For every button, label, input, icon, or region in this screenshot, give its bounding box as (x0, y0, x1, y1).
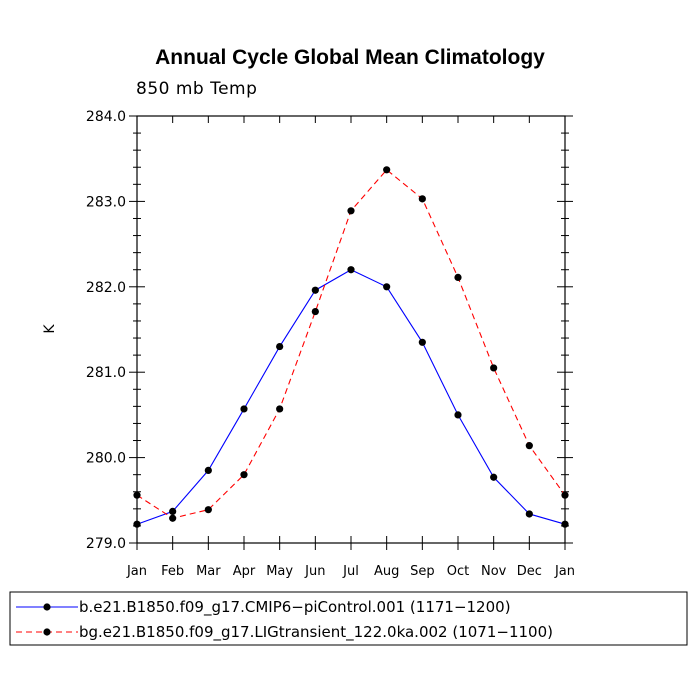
x-tick-label: Mar (196, 564, 221, 579)
y-tick-label: 282.0 (86, 280, 126, 296)
data-point (276, 342, 284, 351)
series-group (133, 166, 569, 528)
legend-marker (43, 628, 51, 636)
data-point (454, 273, 462, 282)
data-point (525, 510, 533, 518)
data-point (525, 442, 533, 450)
x-tick-label: Apr (233, 564, 256, 579)
legend-marker (43, 603, 51, 611)
y-tick-label: 283.0 (86, 194, 126, 210)
x-tick-label: Jul (342, 564, 359, 579)
data-point (490, 473, 498, 481)
x-tick-label: Sep (410, 564, 435, 579)
y-tick-label: 280.0 (86, 451, 126, 467)
data-point (311, 307, 319, 316)
x-tick-label: May (266, 564, 293, 579)
legend-box (9, 591, 688, 646)
y-tick-label: 279.0 (86, 536, 126, 552)
legend-label: b.e21.B1850.f09_g17.CMIP6−piControl.001 … (79, 598, 511, 617)
x-tick-label: Aug (374, 564, 399, 579)
data-point (169, 514, 177, 522)
data-point (133, 520, 141, 528)
y-axis-label: K (42, 324, 58, 334)
x-tick-label: Jan (126, 564, 147, 579)
x-tick-label: Nov (481, 564, 507, 579)
data-point (418, 338, 426, 346)
data-point (240, 405, 248, 413)
data-point (561, 491, 569, 499)
chart-title: Annual Cycle Global Mean Climatology (155, 46, 545, 69)
data-point (418, 195, 426, 203)
series-line-2 (136, 169, 566, 519)
y-tick-label: 284.0 (86, 109, 126, 125)
data-point (133, 491, 141, 499)
x-tick-label: Dec (517, 564, 542, 579)
chart-subtitle: 850 mb Temp (136, 79, 258, 99)
x-tick-label: Jan (554, 564, 575, 579)
legend-label: bg.e21.B1850.f09_g17.LIGtransient_122.0k… (79, 623, 553, 642)
data-point (561, 520, 569, 528)
data-point (383, 166, 391, 174)
data-point (169, 507, 177, 516)
data-point (204, 466, 212, 475)
data-point (311, 286, 319, 294)
data-point (347, 207, 355, 215)
data-point (276, 405, 284, 413)
legend: b.e21.B1850.f09_g17.CMIP6−piControl.001 … (16, 598, 553, 642)
axis-ticks (129, 115, 573, 550)
data-point (454, 411, 462, 419)
series-line-1 (136, 269, 566, 525)
data-point (347, 266, 355, 274)
data-point (383, 283, 391, 291)
data-point (240, 471, 248, 479)
y-tick-labels: 279.0 280.0 281.0 282.0 283.0 284.0 (86, 109, 126, 552)
x-tick-labels: Jan Feb Mar Apr May Jun Jul Aug Sep Oct Nov Dec Jan (126, 564, 575, 579)
y-tick-label: 281.0 (86, 365, 126, 381)
x-tick-label: Feb (161, 564, 184, 579)
x-tick-label: Jun (304, 564, 325, 579)
data-point (204, 506, 212, 514)
data-point (490, 364, 498, 372)
x-tick-label: Oct (447, 564, 469, 579)
